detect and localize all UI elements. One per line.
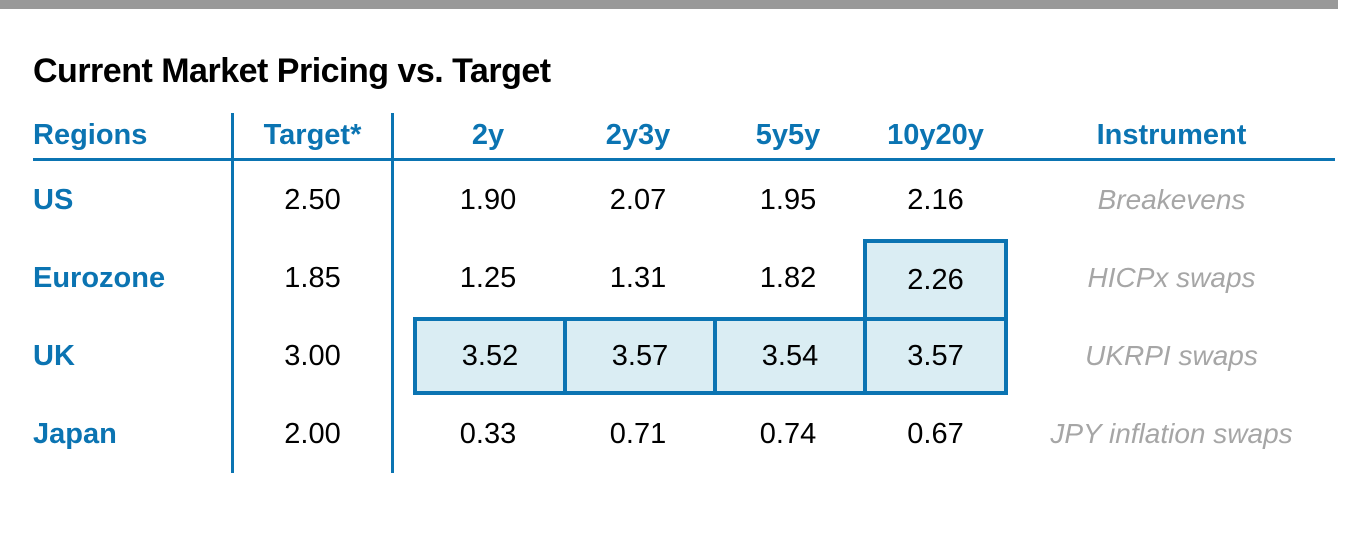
column-header-target: Target* — [263, 119, 362, 151]
target-value-japan: 2.00 — [284, 417, 341, 450]
column-header-regions: Regions — [33, 119, 148, 151]
region-label-eurozone: Eurozone — [33, 261, 166, 294]
target-value-uk: 3.00 — [284, 339, 341, 372]
row-spacer — [393, 317, 413, 395]
target-value-eurozone: 1.85 — [284, 261, 341, 294]
cell-us-2y3y: 2.07 — [609, 183, 667, 216]
target-value-us: 2.50 — [284, 183, 341, 216]
row-spacer — [393, 395, 413, 473]
page-title: Current Market Pricing vs. Target — [33, 52, 551, 90]
column-header-instrument: Instrument — [1096, 119, 1247, 151]
column-header-5y5y: 5y5y — [755, 119, 821, 151]
cell-uk-5y5y-highlighted: 3.54 — [713, 317, 863, 395]
cell-eurozone-2y3y: 1.31 — [609, 261, 667, 294]
row-spacer — [393, 239, 413, 317]
instrument-label-uk: UKRPI swaps — [1085, 340, 1258, 371]
vertical-rule-target-tenors — [391, 113, 394, 473]
cell-uk-2y-highlighted: 3.52 — [413, 317, 563, 395]
cell-us-5y5y: 1.95 — [759, 183, 817, 216]
top-gray-bar — [0, 0, 1338, 9]
instrument-label-japan: JPY inflation swaps — [1050, 418, 1293, 449]
cell-uk-10y20y-highlighted: 3.57 — [863, 317, 1008, 395]
cell-japan-2y: 0.33 — [459, 417, 517, 450]
cell-japan-5y5y: 0.74 — [759, 417, 817, 450]
cell-us-2y: 1.90 — [459, 183, 517, 216]
header-spacer — [393, 113, 413, 158]
pricing-table: Regions Target* 2y 2y3y 5y5y 10y20y Inst… — [33, 113, 1335, 473]
vertical-rule-regions-target — [231, 113, 234, 473]
column-header-2y3y: 2y3y — [605, 119, 671, 151]
cell-japan-2y3y: 0.71 — [609, 417, 667, 450]
cell-eurozone-2y: 1.25 — [459, 261, 517, 294]
cell-eurozone-5y5y: 1.82 — [759, 261, 817, 294]
column-header-10y20y: 10y20y — [887, 119, 984, 151]
cell-japan-10y20y: 0.67 — [907, 417, 964, 450]
cell-uk-2y3y-highlighted: 3.57 — [563, 317, 713, 395]
cell-us-10y20y: 2.16 — [907, 183, 964, 216]
row-spacer — [393, 161, 413, 239]
region-label-japan: Japan — [33, 417, 117, 450]
cell-eurozone-10y20y-highlighted: 2.26 — [863, 239, 1008, 317]
region-label-us: US — [33, 183, 74, 216]
instrument-label-us: Breakevens — [1097, 184, 1246, 215]
column-header-2y: 2y — [471, 119, 505, 151]
instrument-label-eurozone: HICPx swaps — [1087, 262, 1256, 293]
header-underline — [33, 158, 1335, 161]
region-label-uk: UK — [33, 339, 75, 372]
